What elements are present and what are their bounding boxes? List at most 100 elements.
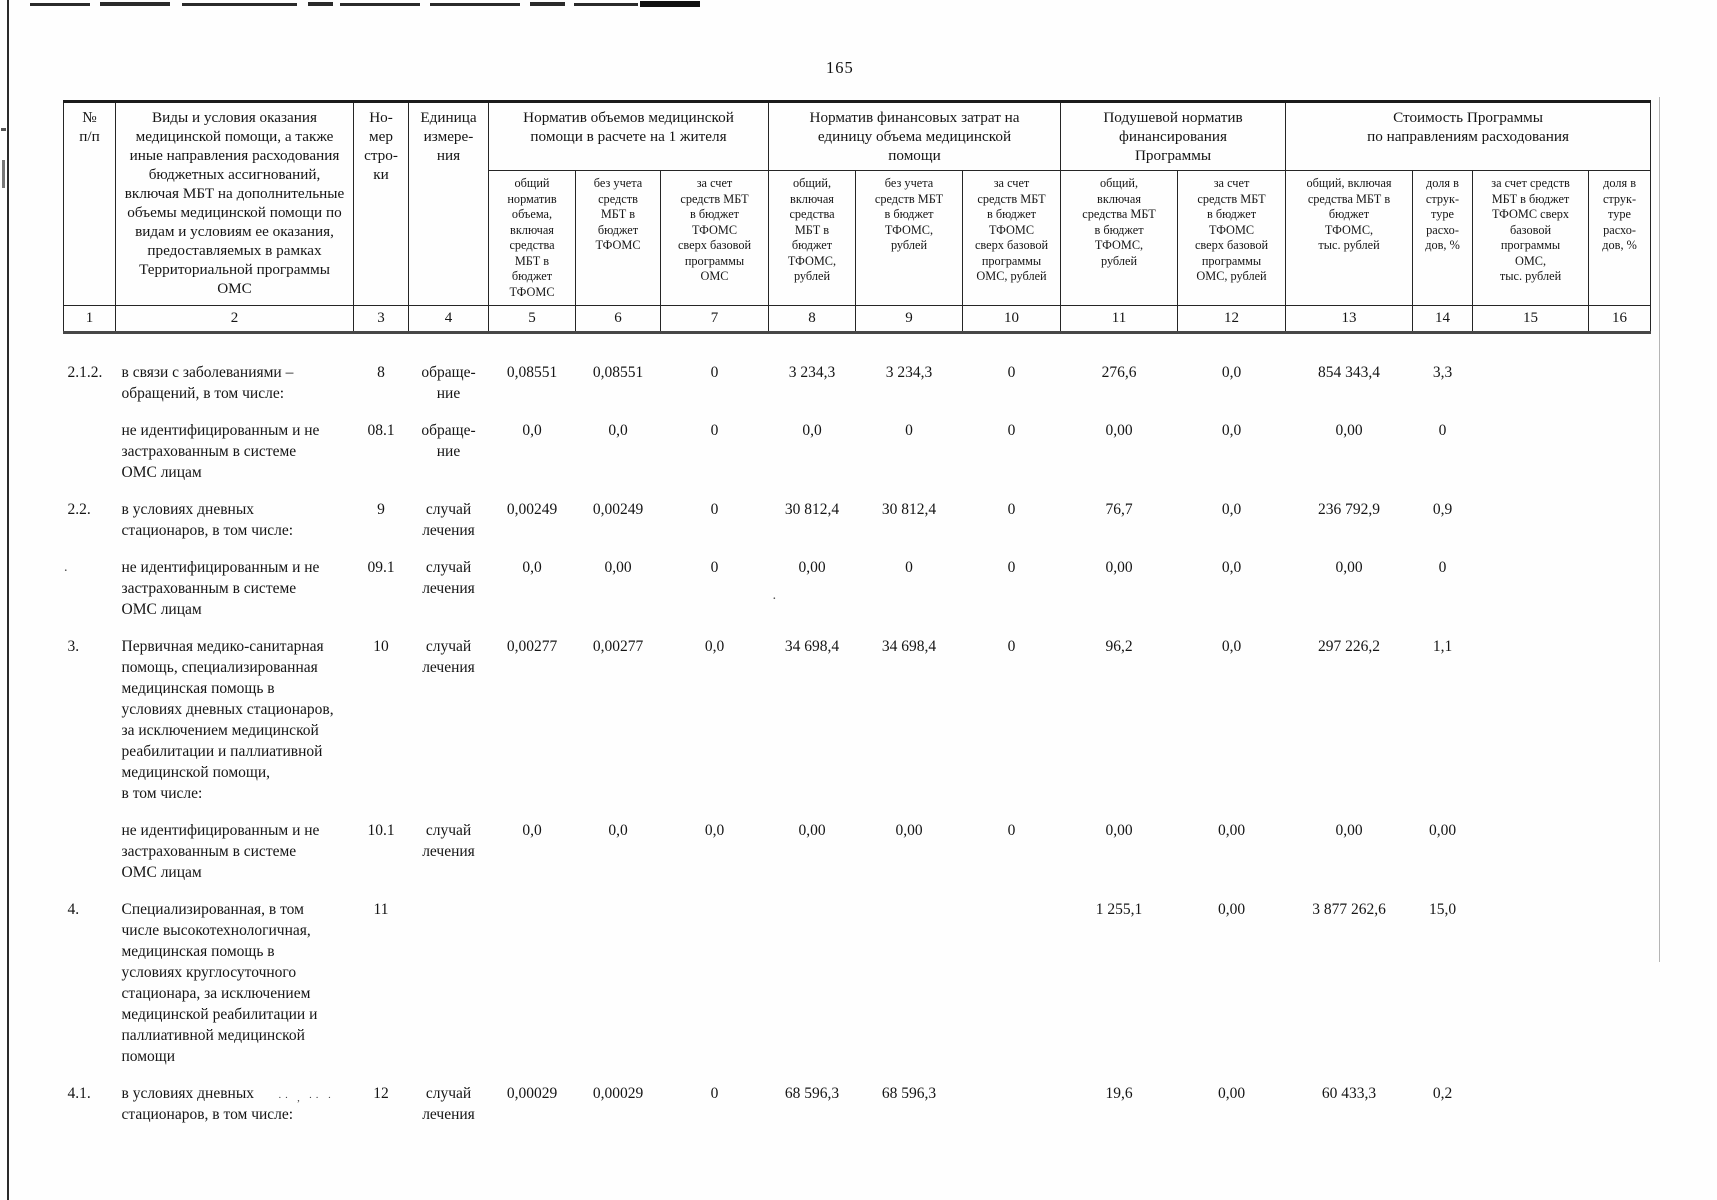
column-number: 9 xyxy=(855,305,963,334)
header-col-line-number: Но- мер стро- ки xyxy=(353,101,409,306)
row-value: 68 596,3 xyxy=(784,1085,840,1102)
row-value: 0,00 xyxy=(1217,1085,1246,1102)
row-value xyxy=(1473,1083,1589,1141)
column-number: 16 xyxy=(1588,305,1652,334)
row-value: 0,00249 xyxy=(506,501,558,518)
row-value xyxy=(1473,820,1589,899)
scan-artifact-top-dash xyxy=(308,2,333,6)
row-value: 10.1 xyxy=(367,822,395,839)
row-value: 8 xyxy=(377,364,385,381)
scan-artifact-left-tick xyxy=(1,128,6,131)
header-sub-16: доля в струк- туре расхо- дов, % xyxy=(1588,170,1652,306)
row-value: 0,0 xyxy=(608,422,628,439)
row-label: в условиях дневных стационаров, в том чи… xyxy=(121,1085,294,1123)
header-group-cost: Стоимость Программы по направлениям расх… xyxy=(1285,101,1652,171)
row-value: 0 xyxy=(1438,559,1447,576)
column-number: 10 xyxy=(961,305,1062,334)
row-value: 0,00 xyxy=(1335,422,1363,439)
row-value: 0 xyxy=(710,422,719,439)
header-group-volume: Норматив объемов медицинской помощи в ра… xyxy=(488,101,769,171)
row-value: 0,00277 xyxy=(592,638,644,655)
column-number: 3 xyxy=(353,305,409,334)
row-value: 0 xyxy=(1007,422,1016,439)
row-value: 96,2 xyxy=(1105,638,1133,655)
scan-artifact-dot: . xyxy=(64,560,68,575)
column-number: 8 xyxy=(768,305,856,334)
row-value xyxy=(489,899,576,1083)
table-row: не идентифицированным и не застрахованны… xyxy=(64,557,1651,636)
scan-artifact-top-dash xyxy=(182,3,297,6)
row-value: 0 xyxy=(710,1085,719,1102)
row-index xyxy=(64,820,116,899)
scan-artifact-top-dash xyxy=(640,1,700,7)
row-value: 0,0 xyxy=(1221,559,1242,576)
column-number: 6 xyxy=(575,305,661,334)
row-value: 08.1 xyxy=(367,422,395,439)
row-value: 0,00 xyxy=(1217,822,1246,839)
row-value: 0,00 xyxy=(798,822,826,839)
row-value: 0,0 xyxy=(1221,422,1242,439)
row-index: 2.1.2. xyxy=(67,364,103,381)
header-col-unit: Единица измере- ния xyxy=(408,101,489,306)
row-value: 0 xyxy=(1007,364,1016,381)
column-number: 13 xyxy=(1285,305,1414,334)
row-value: 34 698,4 xyxy=(784,638,840,655)
row-value xyxy=(769,899,856,1083)
scan-artifact-top-dash xyxy=(574,3,638,6)
row-value: 0,0 xyxy=(704,822,725,839)
row-value: 0 xyxy=(1007,638,1016,655)
row-index xyxy=(64,420,116,499)
row-value: 0,00 xyxy=(895,822,923,839)
row-value xyxy=(963,899,1061,1083)
table-row: 4. Специализированная, в том числе высоко… xyxy=(64,899,1651,1083)
row-value xyxy=(1473,636,1589,820)
row-value: 12 xyxy=(373,1085,389,1102)
row-value: 0,08551 xyxy=(592,364,644,381)
row-value xyxy=(1589,420,1651,499)
scan-artifact-right-line xyxy=(1659,97,1660,962)
row-value: 0,08551 xyxy=(506,364,558,381)
row-value: 0,00 xyxy=(1105,422,1133,439)
row-value: 0 xyxy=(1007,822,1016,839)
header-sub-row: общий норматив объема, включая средства … xyxy=(64,170,1652,306)
row-value: 3 877 262,6 xyxy=(1312,901,1386,918)
row-value: 236 792,9 xyxy=(1318,501,1381,518)
row-label: Специализированная, в том числе высокоте… xyxy=(121,901,318,1065)
row-value: 0 xyxy=(905,422,913,439)
column-number: 7 xyxy=(660,305,769,334)
row-label: Первичная медико-санитарная помощь, спец… xyxy=(121,638,334,802)
row-label: в связи с заболеваниями – обращений, в т… xyxy=(121,364,294,402)
row-label: не идентифицированным и не застрахованны… xyxy=(121,559,320,618)
scan-artifact-top-dash xyxy=(430,3,520,6)
table-header: № п/п Виды и условия оказания медицинско… xyxy=(63,101,1652,334)
row-value xyxy=(1473,499,1589,557)
row-value: 11 xyxy=(373,901,389,918)
table-row: 2.1.2. в связи с заболеваниями – обращени… xyxy=(64,333,1651,421)
row-value xyxy=(1589,1083,1651,1141)
header-group-row: № п/п Виды и условия оказания медицинско… xyxy=(63,101,1652,306)
row-value: 0,9 xyxy=(1432,501,1453,518)
row-label: не идентифицированным и не застрахованны… xyxy=(121,822,320,881)
scan-artifact-left-line xyxy=(7,0,9,1200)
table-row: не идентифицированным и не застрахованны… xyxy=(64,420,1651,499)
column-number: 1 xyxy=(63,305,116,334)
row-value: 3 234,3 xyxy=(788,364,836,381)
header-sub-9: без учета средств МБТ в бюджет ТФОМС, ру… xyxy=(855,170,963,306)
row-value xyxy=(1589,636,1651,820)
row-value: 0,0 xyxy=(522,422,542,439)
table-body: 2.1.2. в связи с заболеваниями – обращени… xyxy=(64,333,1651,1142)
row-value: 0 xyxy=(710,364,719,381)
row-value: случай лечения xyxy=(422,1085,475,1123)
header-group-finance: Норматив финансовых затрат на единицу об… xyxy=(767,101,1062,171)
row-value: 3 234,3 xyxy=(885,364,933,381)
column-number: 5 xyxy=(488,305,576,334)
row-value: 0,00029 xyxy=(592,1085,644,1102)
row-value: 0,00029 xyxy=(506,1085,558,1102)
row-value xyxy=(1473,557,1589,636)
scan-artifact-top-dash xyxy=(100,2,170,6)
scan-artifact-left-tick xyxy=(2,160,5,188)
row-value: 0,0 xyxy=(522,822,542,839)
row-value: 0,0 xyxy=(704,638,725,655)
row-value: 30 812,4 xyxy=(784,501,840,518)
row-value xyxy=(661,899,769,1083)
